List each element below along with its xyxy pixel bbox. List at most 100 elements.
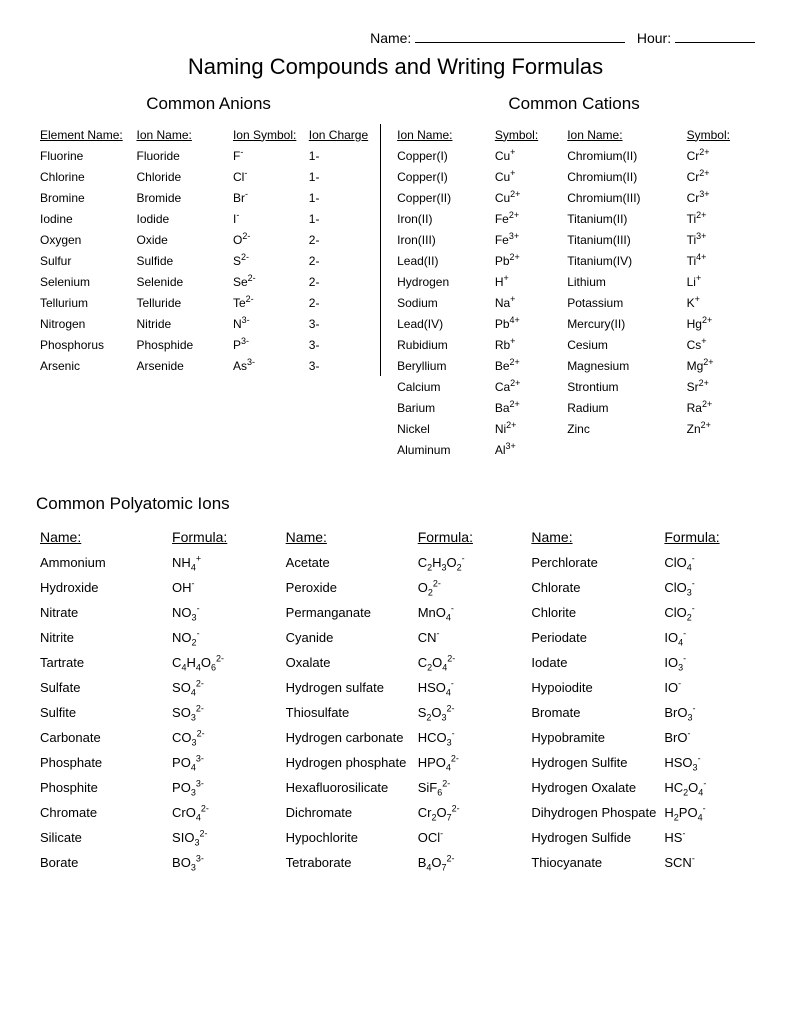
- hour-blank[interactable]: [675, 28, 755, 43]
- poly-header-row: Name:Formula:: [36, 524, 264, 550]
- col-cation-symbol-1: Symbol:: [491, 124, 563, 145]
- cations-header-row: Ion Name: Symbol: Ion Name: Symbol:: [393, 124, 755, 145]
- col-ion-name: Ion Name:: [132, 124, 228, 145]
- poly-row: Hydrogen SulfiteHSO3-: [527, 750, 755, 775]
- cation-symbol: Hg2+: [683, 313, 755, 334]
- cation-symbol: Ca2+: [491, 376, 563, 397]
- anion-row: ArsenicArsenideAs3-3-: [36, 355, 381, 376]
- poly-name: Hydrogen Sulfide: [527, 825, 660, 850]
- anion-charge: 2-: [305, 229, 381, 250]
- poly-name: Hydrogen sulfate: [282, 675, 414, 700]
- cation-row: Lead(II)Pb2+Titanium(IV)Ti4+: [393, 250, 755, 271]
- anion-element: Tellurium: [36, 292, 132, 313]
- cation-name: [563, 439, 682, 460]
- poly-formula: NO3-: [168, 600, 264, 625]
- anion-ion-name: Bromide: [132, 187, 228, 208]
- poly-name: Tetraborate: [282, 850, 414, 875]
- poly-row: HexafluorosilicateSiF62-: [282, 775, 510, 800]
- col-cation-name-2: Ion Name:: [563, 124, 682, 145]
- poly-row: PerchlorateClO4-: [527, 550, 755, 575]
- poly-row: HypochloriteOCl-: [282, 825, 510, 850]
- poly-name: Sulfite: [36, 700, 168, 725]
- anion-symbol: Cl-: [229, 166, 305, 187]
- poly-name: Borate: [36, 850, 168, 875]
- poly-row: NitriteNO2-: [36, 625, 264, 650]
- anion-symbol: Te2-: [229, 292, 305, 313]
- col-cation-symbol-2: Symbol:: [683, 124, 755, 145]
- poly-formula: OCl-: [414, 825, 510, 850]
- cation-name: Aluminum: [393, 439, 491, 460]
- anion-row: SeleniumSelenideSe2-2-: [36, 271, 381, 292]
- anion-ion-name: Sulfide: [132, 250, 228, 271]
- anion-symbol: N3-: [229, 313, 305, 334]
- cation-name: Rubidium: [393, 334, 491, 355]
- cation-name: Titanium(IV): [563, 250, 682, 271]
- poly-name: Iodate: [527, 650, 660, 675]
- poly-columns: Name:Formula:AmmoniumNH4+HydroxideOH-Nit…: [36, 524, 755, 875]
- anion-charge: 1-: [305, 145, 381, 166]
- cation-symbol: Cu+: [491, 145, 563, 166]
- poly-row: PhosphatePO43-: [36, 750, 264, 775]
- cation-name: Mercury(II): [563, 313, 682, 334]
- anion-charge: 2-: [305, 271, 381, 292]
- anion-row: ChlorineChlorideCl-1-: [36, 166, 381, 187]
- poly-formula: SiF62-: [414, 775, 510, 800]
- poly-header-row: Name:Formula:: [282, 524, 510, 550]
- anion-row: TelluriumTellurideTe2-2-: [36, 292, 381, 313]
- poly-row: DichromateCr2O72-: [282, 800, 510, 825]
- poly-header-row: Name:Formula:: [527, 524, 755, 550]
- poly-name: Dichromate: [282, 800, 414, 825]
- poly-row: PeriodateIO4-: [527, 625, 755, 650]
- col-poly-name: Name:: [282, 524, 414, 550]
- cation-row: BerylliumBe2+MagnesiumMg2+: [393, 355, 755, 376]
- poly-table: Name:Formula:AmmoniumNH4+HydroxideOH-Nit…: [36, 524, 264, 875]
- poly-name: Cyanide: [282, 625, 414, 650]
- anion-row: OxygenOxideO2-2-: [36, 229, 381, 250]
- poly-name: Nitrate: [36, 600, 168, 625]
- poly-name: Hydrogen Sulfite: [527, 750, 660, 775]
- poly-row: OxalateC2O42-: [282, 650, 510, 675]
- anion-charge: 2-: [305, 292, 381, 313]
- cation-name: Lead(II): [393, 250, 491, 271]
- anion-charge: 3-: [305, 355, 381, 376]
- anion-element: Arsenic: [36, 355, 132, 376]
- poly-name: Nitrite: [36, 625, 168, 650]
- poly-row: BromateBrO3-: [527, 700, 755, 725]
- poly-formula: O22-: [414, 575, 510, 600]
- anion-charge: 1-: [305, 187, 381, 208]
- poly-row: IodateIO3-: [527, 650, 755, 675]
- anion-element: Iodine: [36, 208, 132, 229]
- poly-row: ThiocyanateSCN-: [527, 850, 755, 875]
- poly-formula: C4H4O62-: [168, 650, 264, 675]
- poly-row: CarbonateCO32-: [36, 725, 264, 750]
- poly-formula: IO3-: [660, 650, 755, 675]
- anion-row: IodineIodideI-1-: [36, 208, 381, 229]
- name-label: Name:: [370, 30, 411, 46]
- anion-element: Sulfur: [36, 250, 132, 271]
- cation-row: Iron(II)Fe2+Titanium(II)Ti2+: [393, 208, 755, 229]
- cations-block: Common Cations Ion Name: Symbol: Ion Nam…: [381, 94, 755, 460]
- poly-column: Name:Formula:AcetateC2H3O2-PeroxideO22-P…: [282, 524, 510, 875]
- cation-name: Radium: [563, 397, 682, 418]
- poly-row: Hydrogen OxalateHC2O4-: [527, 775, 755, 800]
- poly-name: Sulfate: [36, 675, 168, 700]
- poly-formula: BO33-: [168, 850, 264, 875]
- poly-formula: HSO3-: [660, 750, 755, 775]
- cation-row: Iron(III)Fe3+Titanium(III)Ti3+: [393, 229, 755, 250]
- poly-row: Hydrogen sulfateHSO4-: [282, 675, 510, 700]
- cation-symbol: Zn2+: [683, 418, 755, 439]
- cation-name: Potassium: [563, 292, 682, 313]
- cations-heading: Common Cations: [393, 94, 755, 114]
- poly-name: Hypobramite: [527, 725, 660, 750]
- poly-formula: ClO4-: [660, 550, 755, 575]
- cation-symbol: K+: [683, 292, 755, 313]
- poly-row: NitrateNO3-: [36, 600, 264, 625]
- cation-name: Chromium(II): [563, 145, 682, 166]
- name-blank[interactable]: [415, 28, 625, 43]
- poly-row: ChromateCrO42-: [36, 800, 264, 825]
- cation-symbol: Sr2+: [683, 376, 755, 397]
- cation-symbol: Fe3+: [491, 229, 563, 250]
- poly-row: ChloriteClO2-: [527, 600, 755, 625]
- poly-formula: OH-: [168, 575, 264, 600]
- cation-row: Lead(IV)Pb4+Mercury(II)Hg2+: [393, 313, 755, 334]
